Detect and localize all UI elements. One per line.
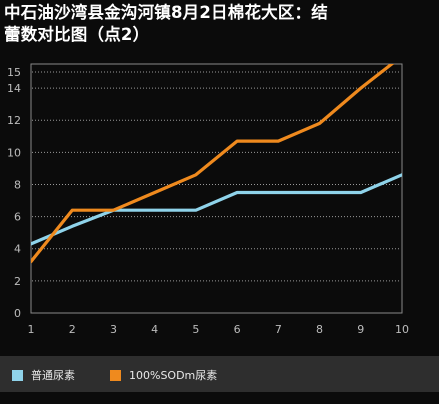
legend: 普通尿素 100%SODm尿素 [0,356,439,392]
bottom-strip [0,392,439,404]
x-tick-label: 1 [28,323,35,336]
chart-title-line-1: 中石油沙湾县金沟河镇8月2日棉花大区：结 [4,3,328,22]
x-tick-label: 3 [110,323,117,336]
plot-border [30,63,403,314]
series-line-1 [31,173,402,246]
legend-item-series-2: 100%SODm尿素 [110,368,217,382]
y-tick-label: 0 [14,307,21,320]
legend-item-series-1: 普通尿素 [12,368,75,382]
legend-swatch-series-1 [12,369,23,381]
y-tick-label: 15 [7,66,21,79]
x-tick-label: 7 [275,323,282,336]
y-tick-label: 6 [14,211,21,224]
chart-title: 中石油沙湾县金沟河镇8月2日棉花大区：结 蕾数对比图（点2） [4,2,436,46]
x-tick-label: 5 [192,323,199,336]
chart-title-line-2: 蕾数对比图（点2） [4,25,150,44]
legend-label-series-2: 100%SODm尿素 [129,369,218,382]
x-tick-label: 6 [234,323,241,336]
y-tick-label: 2 [14,275,21,288]
x-tick-label: 2 [69,323,76,336]
legend-swatch-series-2 [110,369,121,381]
x-tick-label: 9 [357,323,364,336]
x-tick-label: 10 [395,323,409,336]
x-tick-label: 8 [316,323,323,336]
y-tick-label: 14 [7,82,21,95]
x-tick-label: 4 [151,323,158,336]
y-tick-label: 8 [14,178,21,191]
legend-label-series-1: 普通尿素 [31,369,75,382]
y-tick-label: 4 [14,243,21,256]
y-tick-label: 12 [7,114,21,127]
y-tick-label: 10 [7,146,21,159]
series-line-2 [31,64,395,264]
